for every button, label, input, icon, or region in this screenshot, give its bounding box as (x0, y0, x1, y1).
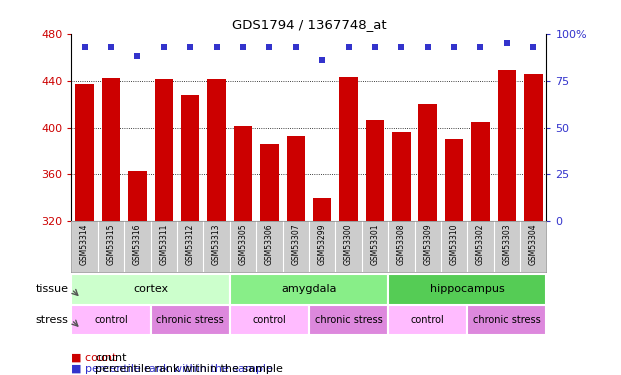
Bar (419, 104, 437, 221)
Text: GSM53309: GSM53309 (424, 224, 432, 266)
Bar (75, 84, 94, 221)
Text: tissue: tissue (35, 284, 68, 294)
Text: GSM53313: GSM53313 (212, 224, 221, 265)
Bar (71, 274, 230, 304)
Text: chronic stress: chronic stress (156, 315, 224, 325)
Point (449, 44, 459, 50)
Bar (471, 122, 490, 221)
Bar (339, 77, 358, 221)
Bar (388, 304, 468, 335)
Text: amygdala: amygdala (281, 284, 337, 294)
Text: GSM53308: GSM53308 (397, 224, 406, 265)
Text: GSM53303: GSM53303 (502, 224, 511, 266)
Text: GSM53302: GSM53302 (476, 224, 485, 265)
Point (291, 44, 301, 50)
Bar (150, 304, 230, 335)
Text: GSM53314: GSM53314 (80, 224, 89, 265)
Point (423, 44, 433, 50)
Text: GSM53316: GSM53316 (133, 224, 142, 265)
Text: GSM53301: GSM53301 (371, 224, 379, 265)
Point (396, 44, 406, 50)
Text: GSM53312: GSM53312 (186, 224, 194, 265)
Text: cortex: cortex (133, 284, 168, 294)
Point (502, 40, 512, 46)
Text: control: control (94, 315, 128, 325)
Text: GSM53310: GSM53310 (450, 224, 458, 265)
Text: GSM53315: GSM53315 (107, 224, 116, 265)
Title: GDS1794 / 1367748_at: GDS1794 / 1367748_at (232, 18, 386, 31)
Bar (155, 80, 173, 221)
Text: GSM53304: GSM53304 (529, 224, 538, 266)
Point (185, 44, 195, 50)
Text: GSM53311: GSM53311 (160, 224, 168, 265)
Bar (313, 198, 332, 221)
Bar (286, 136, 305, 221)
Point (343, 44, 353, 50)
Text: GSM53305: GSM53305 (238, 224, 247, 266)
Point (159, 44, 169, 50)
Text: GSM53300: GSM53300 (344, 224, 353, 266)
Bar (233, 126, 252, 221)
Point (265, 44, 274, 50)
Bar (230, 274, 388, 304)
Text: stress: stress (35, 315, 68, 325)
Bar (71, 304, 151, 335)
Point (528, 44, 538, 50)
Bar (468, 304, 546, 335)
Text: hippocampus: hippocampus (430, 284, 505, 294)
Bar (309, 304, 388, 335)
Text: GSM53299: GSM53299 (318, 224, 327, 265)
Text: control: control (411, 315, 445, 325)
Point (370, 44, 380, 50)
Point (212, 44, 222, 50)
Text: chronic stress: chronic stress (315, 315, 383, 325)
Bar (497, 70, 516, 221)
Point (238, 44, 248, 50)
Text: GSM53306: GSM53306 (265, 224, 274, 266)
Text: ■ percentile rank within the sample: ■ percentile rank within the sample (71, 364, 273, 374)
Bar (445, 139, 463, 221)
Bar (260, 144, 279, 221)
Bar (128, 171, 147, 221)
Text: ■ count: ■ count (71, 353, 117, 363)
Bar (207, 80, 226, 221)
Bar (181, 95, 199, 221)
Bar (388, 274, 546, 304)
Text: count: count (95, 353, 127, 363)
Bar (392, 132, 410, 221)
Bar (230, 304, 309, 335)
Text: percentile rank within the sample: percentile rank within the sample (95, 364, 283, 374)
Point (106, 44, 116, 50)
Text: control: control (253, 315, 286, 325)
Bar (366, 120, 384, 221)
Bar (102, 78, 120, 221)
Point (132, 53, 142, 59)
Text: chronic stress: chronic stress (473, 315, 541, 325)
Point (317, 57, 327, 63)
Text: GSM53307: GSM53307 (291, 224, 300, 266)
Point (79, 44, 89, 50)
Point (476, 44, 486, 50)
Bar (524, 74, 543, 221)
